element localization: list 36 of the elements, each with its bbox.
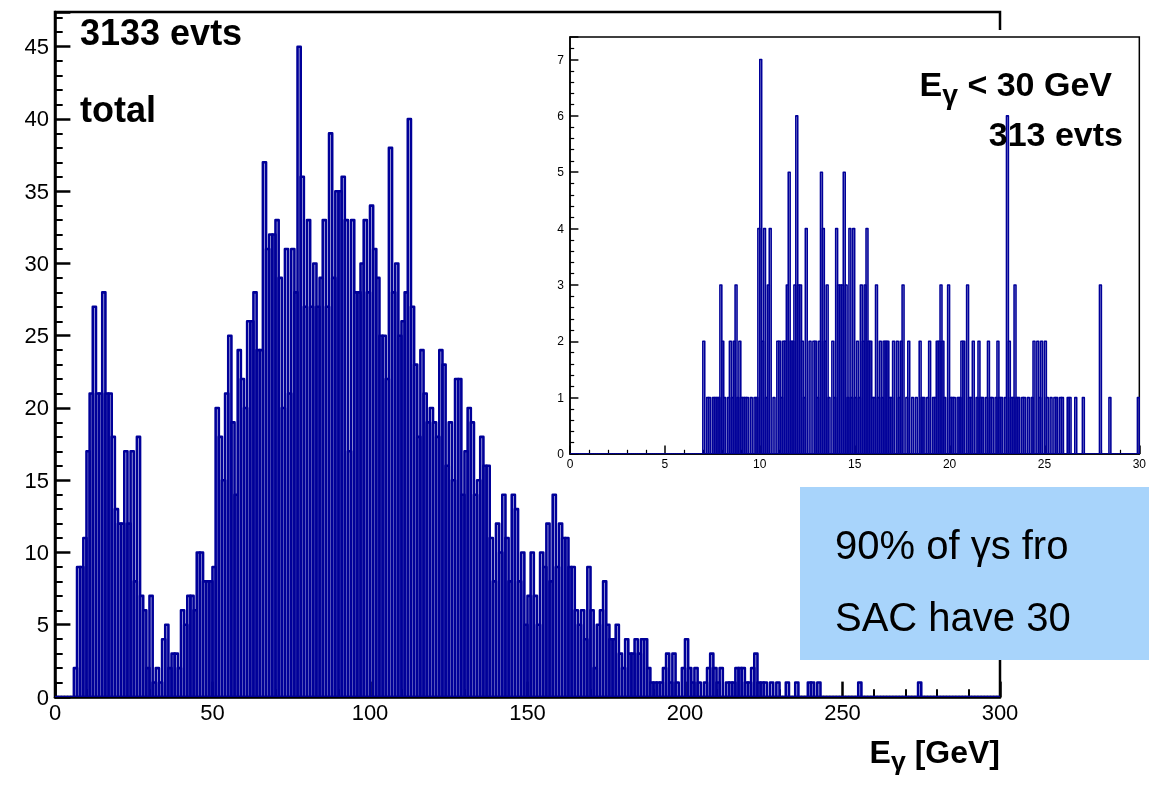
y-tick-label: 40	[24, 106, 49, 132]
y-tick-label: 5	[557, 165, 565, 180]
y-tick-label: 7	[557, 52, 565, 67]
x-tick-label: 100	[351, 699, 389, 725]
y-tick-label: 45	[24, 34, 49, 60]
x-tick-label: 250	[824, 699, 861, 725]
y-tick-label: 5	[36, 612, 49, 638]
x-axis-title: E$_{γ}$ [GeV]	[869, 733, 1000, 777]
y-tick-label: 1	[557, 390, 565, 405]
x-tick-label: 20	[942, 457, 957, 471]
x-tick-label: 25	[1037, 457, 1052, 471]
y-tick-label: 20	[24, 395, 49, 421]
y-tick-label: 10	[24, 539, 49, 565]
y-tick-label: 0	[557, 447, 565, 461]
x-tick-label: 200	[666, 699, 704, 725]
annotation: 90% of γs fro	[835, 523, 1069, 567]
x-tick-label: 10	[753, 457, 767, 471]
callout-box: 90% of γs fro SAC have 30	[800, 487, 1149, 660]
y-tick-label: 30	[24, 250, 49, 276]
y-tick-label: 4	[557, 221, 565, 236]
y-tick-label: 6	[557, 108, 565, 123]
y-tick-label: 35	[24, 178, 49, 204]
y-tick-label: 3	[557, 277, 565, 292]
x-tick-label: 0	[566, 457, 574, 471]
annotation: SAC have 30	[835, 595, 1071, 639]
x-tick-label: 15	[847, 457, 862, 471]
annotation: 3133 evts	[80, 12, 243, 53]
x-tick-label: 50	[200, 699, 225, 725]
x-tick-label: 150	[509, 699, 546, 725]
annotation: total	[80, 89, 156, 130]
x-tick-label: 300	[981, 699, 1019, 725]
y-tick-label: 25	[24, 323, 49, 349]
y-tick-label: 2	[557, 334, 565, 349]
annotation: E$_{γ}$ < 30 GeV	[919, 65, 1112, 110]
x-tick-label: 5	[661, 457, 669, 471]
x-tick-label: 30	[1132, 457, 1147, 471]
